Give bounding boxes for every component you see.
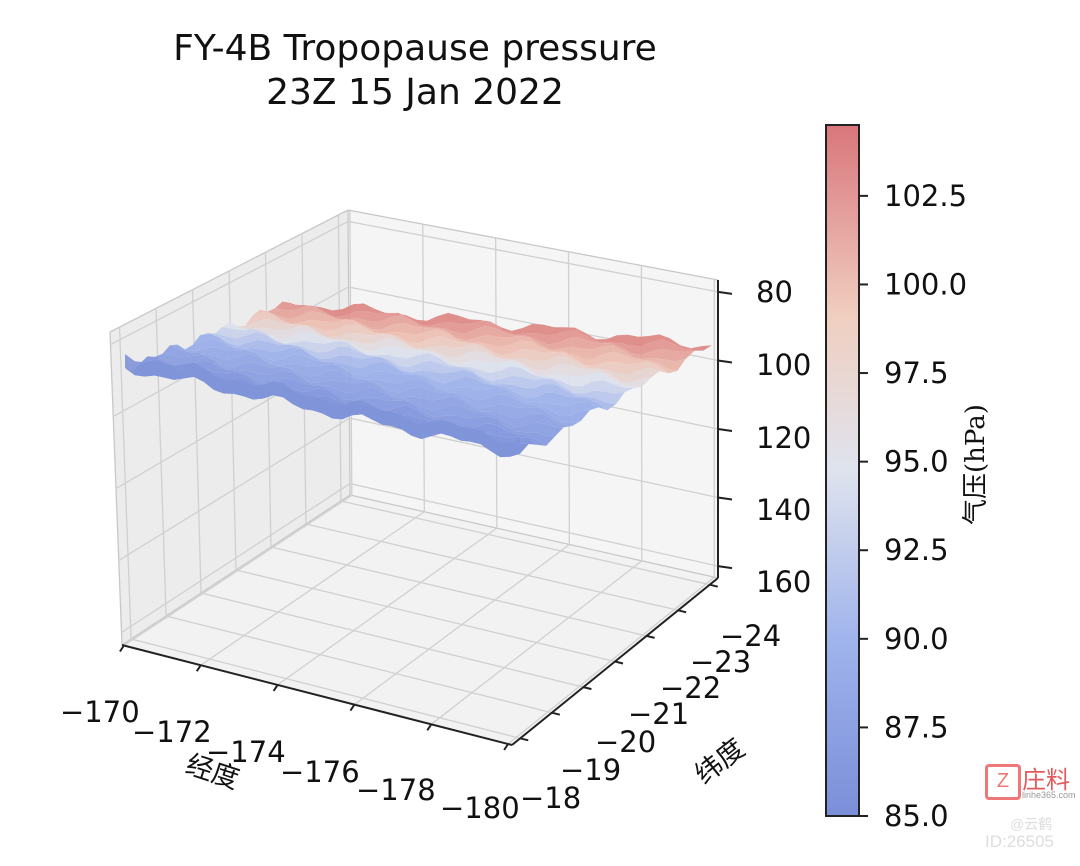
colorbar-tick-label: 87.5 <box>884 710 949 744</box>
x-tick-label: −172 <box>132 715 212 749</box>
watermark-logo-icon: Z <box>985 764 1021 800</box>
surface-strip <box>147 356 555 446</box>
chart-title-line-1: FY-4B Tropopause pressure <box>173 28 657 69</box>
colorbar-tick-label: 97.5 <box>884 356 949 390</box>
surface-plot <box>125 301 712 458</box>
surface-strip <box>245 312 669 375</box>
z-tick <box>717 290 733 295</box>
x-axis-line <box>121 644 513 746</box>
y-grid-line <box>165 615 552 714</box>
z-grid-line <box>110 220 349 346</box>
y-tick <box>583 686 592 691</box>
y-grid-line <box>130 638 521 739</box>
y-grid-line <box>340 500 710 586</box>
surface-strip <box>155 353 564 437</box>
colorbar-tick-label: 100.0 <box>884 267 967 301</box>
y-tick <box>709 583 719 588</box>
surface-strip <box>230 322 651 387</box>
surface-strip <box>207 332 625 405</box>
y-tick <box>646 634 655 639</box>
x-tick <box>349 704 356 712</box>
y-axis-label: 纬度 <box>689 733 751 791</box>
watermark-id: ID:26505 <box>985 832 1054 851</box>
colorbar: 85.0 87.5 90.0 92.5 95.0 97.5 100.0 102.5 气压(hPa… <box>825 124 991 833</box>
y-grid-line <box>305 523 679 611</box>
colorbar-tick-label: 92.5 <box>884 533 949 567</box>
colorbar-bar <box>825 124 860 817</box>
y-tick-label: −20 <box>595 725 656 759</box>
colorbar-tick-label: 90.0 <box>884 622 949 656</box>
pane-edge <box>347 209 719 281</box>
surface-strip <box>267 306 695 362</box>
x-tick-label: −170 <box>60 695 140 729</box>
z-grid-line <box>121 483 351 634</box>
colorbar-tick-label: 85.0 <box>884 799 949 833</box>
z-grid-line <box>347 220 719 293</box>
y-tick-label: −22 <box>660 671 721 705</box>
surface-strip <box>185 338 599 416</box>
surface-strip <box>170 344 582 426</box>
y-tick <box>614 660 624 665</box>
y-tick <box>677 609 687 614</box>
z-tick <box>717 496 733 501</box>
y-tick-label: −21 <box>628 697 689 731</box>
x-tick <box>503 743 509 751</box>
chart-title-line-2: 23Z 15 Jan 2022 <box>266 72 564 113</box>
y-grid-line <box>235 569 616 663</box>
y-tick-label: −19 <box>560 753 621 787</box>
surface-strip <box>215 326 634 394</box>
x-tick <box>195 664 202 672</box>
z-tick-label: 100 <box>756 348 811 382</box>
y-tick-label: −18 <box>520 781 581 815</box>
z-tick-label: 120 <box>756 421 811 455</box>
colorbar-tick-label: 95.0 <box>884 445 949 479</box>
y-tick <box>551 711 561 716</box>
x-tick-label: −178 <box>356 773 436 807</box>
colorbar-label: 气压(hPa) <box>961 404 991 525</box>
surface-strip <box>162 345 573 428</box>
colorbar-tick-label: 102.5 <box>884 179 967 213</box>
z-tick <box>717 359 733 364</box>
watermark-logo-text: 庄料 <box>1022 766 1070 794</box>
x-tick-label: −176 <box>280 755 360 789</box>
z-tick-label: 80 <box>756 275 793 309</box>
surface-strip <box>200 333 616 411</box>
z-tick-label: 160 <box>756 565 811 599</box>
pane-edge <box>349 494 719 579</box>
x-tick <box>119 644 125 653</box>
surface-strip <box>275 301 704 355</box>
axes-3d <box>109 209 733 751</box>
surface-strip <box>192 333 608 411</box>
surface-strip <box>140 356 547 446</box>
watermark-site: linhe365.com <box>1022 790 1076 800</box>
z-tick <box>717 565 733 570</box>
surface-strip <box>260 309 686 371</box>
z-tick <box>717 428 733 432</box>
surface-strip <box>222 322 643 389</box>
x-tick <box>272 684 279 692</box>
z-grid-line <box>118 417 350 562</box>
y-tick-label: −23 <box>690 645 751 679</box>
y-grid-line <box>270 546 647 637</box>
surface-strip <box>237 319 660 383</box>
z-tick-label: 140 <box>756 493 811 527</box>
z-grid-line <box>349 482 719 567</box>
x-tick-label: −174 <box>206 735 286 769</box>
y-grid-line <box>200 592 584 688</box>
y-tick-label: −24 <box>720 619 781 653</box>
watermark-handle: @云鹤 <box>1010 816 1053 832</box>
surface-front-edge <box>125 354 520 458</box>
x-tick <box>426 723 433 731</box>
tick-labels: −170−172−174−176−178−180 −18−19−20−21−22−… <box>60 275 811 825</box>
x-tick-label: −180 <box>440 791 520 825</box>
surface-strip <box>282 301 712 351</box>
y-tick <box>519 737 529 742</box>
surface-strip <box>177 344 590 423</box>
